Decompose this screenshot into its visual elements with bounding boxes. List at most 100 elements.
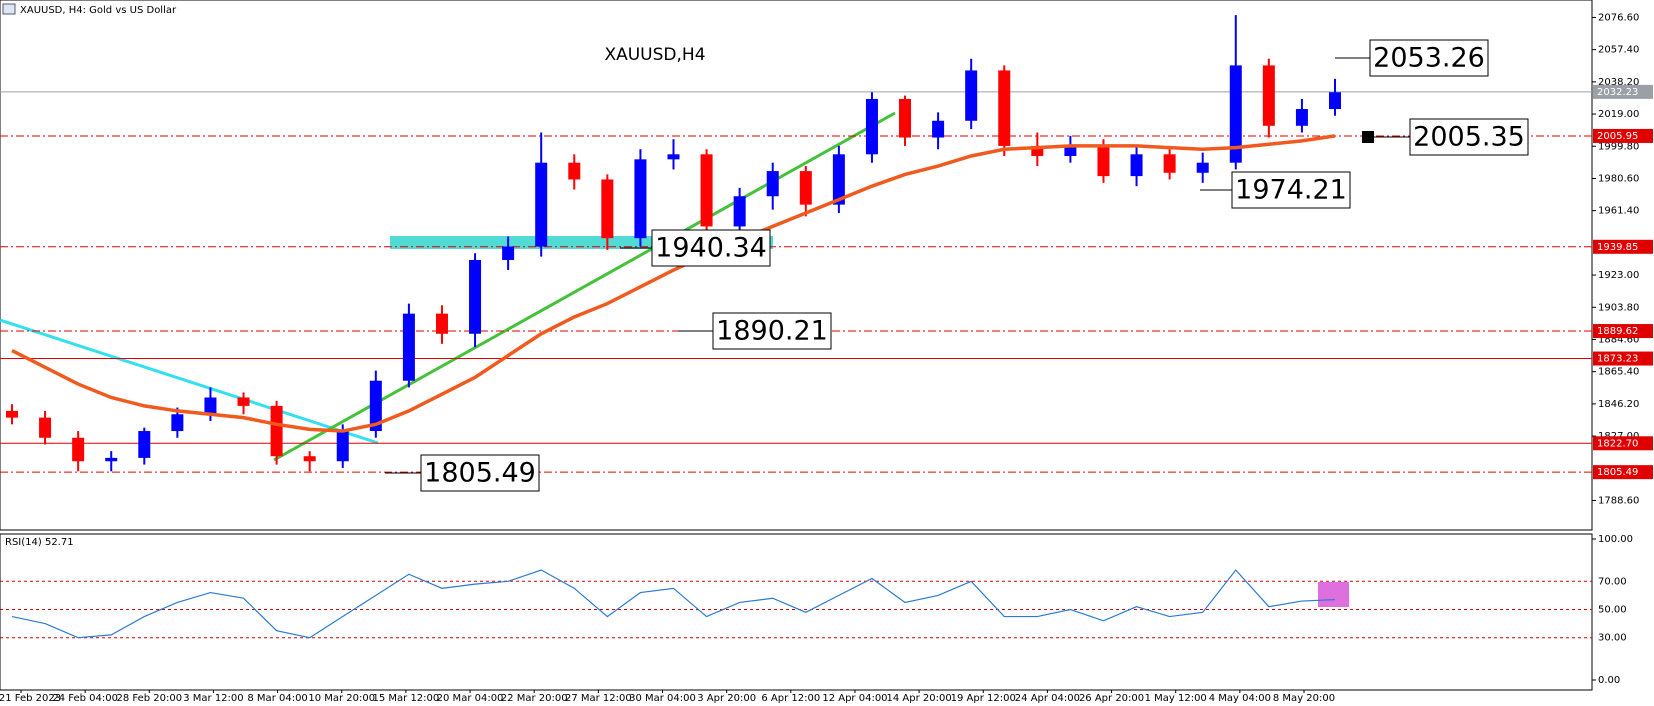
candle-body <box>469 259 482 334</box>
y-tick-label: 1865.40 <box>1598 367 1639 378</box>
y-tick-label: 1999.80 <box>1598 141 1639 152</box>
candle-body <box>39 417 52 438</box>
candle-body <box>799 171 812 205</box>
annotation-label: 2053.26 <box>1373 43 1485 74</box>
candle-body <box>1196 162 1209 173</box>
y-tick-label: 2076.60 <box>1598 12 1639 23</box>
candle-body <box>303 456 316 462</box>
y-tick-label: 1961.40 <box>1598 206 1639 217</box>
annotation-box <box>420 454 540 492</box>
x-tick-label: 1 May 12:00 <box>1145 693 1207 704</box>
candle-body <box>402 313 415 381</box>
chart-title: XAUUSD,H4 <box>604 45 705 65</box>
moving-average <box>11 134 1336 433</box>
x-tick-label: 14 Apr 20:00 <box>886 693 951 704</box>
x-tick-label: 22 Mar 20:00 <box>501 693 568 704</box>
y-tick-label: 1846.20 <box>1598 399 1639 410</box>
candle-body <box>568 162 581 180</box>
candle-body <box>1097 145 1110 177</box>
y-tick-label: 2038.20 <box>1598 77 1639 88</box>
rsi-line <box>11 569 1336 639</box>
x-tick-label: 8 Mar 04:00 <box>247 693 307 704</box>
candle-body <box>766 171 779 197</box>
candle-body <box>1329 92 1341 110</box>
chart-header: XAUUSD, H4: Gold vs US Dollar <box>20 5 177 16</box>
y-tick-label: 2019.00 <box>1598 109 1639 120</box>
rsi-highlight <box>1318 582 1349 607</box>
x-tick-label: 21 Feb 2023 <box>0 693 61 704</box>
price-level-tag <box>1593 324 1653 339</box>
candle-body <box>1064 145 1077 156</box>
annotation-label: 2005.35 <box>1413 122 1525 153</box>
price-level-label: 1805.49 <box>1597 467 1638 478</box>
candle-body <box>138 431 151 458</box>
candle-body <box>1295 109 1308 126</box>
candle-body <box>634 159 647 239</box>
x-tick-label: 6 Apr 12:00 <box>761 693 820 704</box>
x-tick-label: 24 Feb 04:00 <box>52 693 118 704</box>
candle-body <box>667 154 680 160</box>
candle-body <box>369 380 382 432</box>
candle-body <box>204 397 217 415</box>
x-tick-label: 3 Mar 12:00 <box>183 693 243 704</box>
annotation-box <box>1231 171 1351 209</box>
rsi-tick-label: 50.00 <box>1598 605 1627 616</box>
annotation-marker <box>1362 131 1374 143</box>
x-tick-label: 26 Apr 20:00 <box>1079 693 1144 704</box>
rsi-tick-label: 70.00 <box>1598 576 1627 587</box>
x-tick-label: 30 Mar 04:00 <box>629 693 696 704</box>
annotation-label: 1890.21 <box>716 316 828 347</box>
x-tick-label: 28 Feb 20:00 <box>116 693 182 704</box>
symbol-icon <box>2 3 16 15</box>
y-tick-label: 1923.00 <box>1598 270 1639 281</box>
price-level-label: 2005.95 <box>1597 131 1638 142</box>
annotation-box <box>712 312 832 350</box>
candle-body <box>965 70 978 121</box>
annotation-label: 1940.34 <box>655 233 767 264</box>
y-tick-label: 1903.80 <box>1598 302 1639 313</box>
candle-body <box>932 120 945 138</box>
candle-body <box>435 313 448 334</box>
price-level-tag <box>1593 239 1653 254</box>
candle-body <box>1031 145 1044 156</box>
x-tick-label: 19 Apr 12:00 <box>951 693 1016 704</box>
candle-body <box>1229 65 1242 163</box>
candle-body <box>270 405 283 457</box>
x-tick-label: 4 May 04:00 <box>1209 693 1271 704</box>
candle-body <box>105 457 118 462</box>
price-level-tag <box>1593 436 1653 451</box>
x-tick-label: 15 Mar 12:00 <box>373 693 440 704</box>
y-tick-label: 1884.60 <box>1598 334 1639 345</box>
candle-body <box>865 98 878 155</box>
rsi-tick-label: 100.00 <box>1598 534 1633 545</box>
price-level-tag <box>1593 84 1653 99</box>
price-level-tag <box>1593 351 1653 366</box>
candle-body <box>1130 154 1143 177</box>
x-tick-label: 20 Mar 04:00 <box>437 693 504 704</box>
price-level-label: 1822.70 <box>1597 438 1638 449</box>
candle-body <box>733 196 746 227</box>
x-tick-label: 8 May 20:00 <box>1273 693 1335 704</box>
x-tick-label: 3 Apr 20:00 <box>697 693 756 704</box>
candle-body <box>832 154 845 205</box>
candle-body <box>72 437 85 462</box>
candle-body <box>237 397 250 406</box>
trend-line-down <box>0 318 379 445</box>
candle-body <box>601 179 614 239</box>
candle-body <box>502 246 515 260</box>
x-tick-label: 10 Mar 20:00 <box>308 693 375 704</box>
x-tick-label: 12 Apr 04:00 <box>822 693 887 704</box>
annotation-label: 1974.21 <box>1235 175 1347 206</box>
price-level-tag <box>1593 465 1653 480</box>
rsi-tick-label: 0.00 <box>1598 675 1620 686</box>
main-pane <box>0 0 1593 531</box>
annotation-box <box>651 229 771 267</box>
price-level-label: 2032.23 <box>1597 87 1638 98</box>
candle-body <box>998 70 1011 146</box>
candle-body <box>1262 65 1275 126</box>
candle-body <box>700 154 713 227</box>
annotation-box <box>1409 118 1529 156</box>
price-level-tag <box>1593 128 1653 143</box>
candle-body <box>6 410 18 418</box>
